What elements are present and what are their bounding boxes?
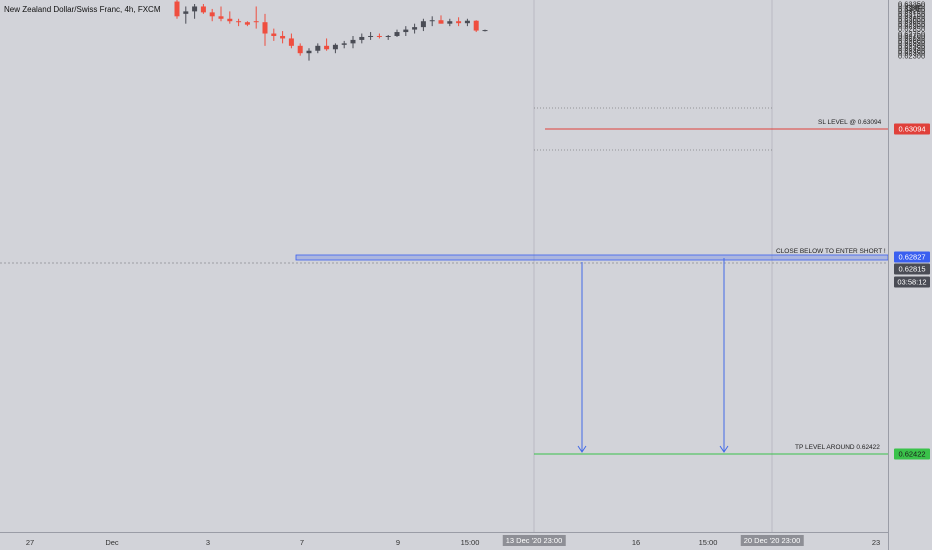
candle-body xyxy=(332,44,338,50)
time-axis[interactable] xyxy=(0,532,888,550)
candle-body xyxy=(438,20,444,24)
candle-body xyxy=(200,6,206,13)
candle-body xyxy=(192,6,198,12)
time-label-16: 16 xyxy=(631,538,641,547)
candle-body xyxy=(385,35,391,37)
time-label-9: 9 xyxy=(395,538,401,547)
candle-body xyxy=(473,20,479,31)
time-label-27: 27 xyxy=(25,538,35,547)
price-axis-label: 0.62550 xyxy=(898,38,926,48)
last-price-tag: 0.62815 xyxy=(894,263,930,275)
entry-zone-band xyxy=(295,254,888,261)
sl-price-tag: 0.63094 xyxy=(894,123,930,135)
entry-annotation: CLOSE BELOW TO ENTER SHORT ! xyxy=(776,248,886,255)
target-arrow-head xyxy=(719,445,729,453)
candle-body xyxy=(209,12,215,17)
currency-label: CHF xyxy=(906,4,923,13)
price-axis-label: 0.63100 xyxy=(898,11,926,21)
candle-body xyxy=(227,18,233,22)
symbol-title: New Zealand Dollar/Swiss Franc, 4h, FXCM xyxy=(4,5,161,14)
price-axis-label: 0.63300 xyxy=(898,1,926,11)
time-highlight-end-time: 23:00 xyxy=(781,536,801,545)
tp-price-tag: 0.62422 xyxy=(894,448,930,460)
time-highlight-start: 13 Dec '20 23:00 xyxy=(502,535,566,546)
price-axis-label: 0.62500 xyxy=(898,41,926,51)
time-highlight-start-time: 23:00 xyxy=(543,536,563,545)
candle-body xyxy=(359,36,365,40)
candle-body xyxy=(324,45,330,50)
price-axis-label: 0.62300 xyxy=(898,51,926,61)
price-axis-label: 0.62450 xyxy=(898,43,926,53)
time-highlight-end-date: 20 Dec '20 xyxy=(743,536,780,545)
candle-body xyxy=(456,21,462,24)
candle-body xyxy=(368,35,374,37)
sl-level-annotation: SL LEVEL @ 0.63094 xyxy=(818,119,882,126)
candle-body xyxy=(271,33,277,36)
price-axis-label: 0.62750 xyxy=(898,29,926,39)
candle-body xyxy=(376,35,382,37)
tp-level-annotation: TP LEVEL AROUND 0.62422 xyxy=(795,444,880,451)
candle-body xyxy=(174,1,180,17)
candle-body xyxy=(394,32,400,36)
candle-body xyxy=(183,11,189,14)
price-axis-label: 0.62950 xyxy=(898,19,926,29)
time-label-3: 3 xyxy=(205,538,211,547)
candle-body xyxy=(236,21,242,23)
candle-body xyxy=(288,38,294,46)
price-axis-label: 0.63200 xyxy=(898,6,926,16)
candle-body xyxy=(447,21,453,24)
time-highlight-start-date: 13 Dec '20 xyxy=(505,536,542,545)
time-label-dec: Dec xyxy=(105,538,119,547)
price-axis-label: 0.63350 xyxy=(898,0,926,9)
price-axis-label: 0.62400 xyxy=(898,46,926,56)
candle-body xyxy=(244,22,250,25)
time-highlight-end: 20 Dec '20 23:00 xyxy=(740,535,804,546)
time-label-1500a: 15:00 xyxy=(460,538,480,547)
candle-body xyxy=(280,35,286,39)
time-label-7: 7 xyxy=(299,538,305,547)
price-axis-label: 0.63050 xyxy=(898,14,926,24)
price-axis-label: 0.63150 xyxy=(898,9,926,19)
candle-body xyxy=(403,29,409,33)
candle-body xyxy=(315,45,321,51)
entry-price-tag: 0.62827 xyxy=(894,251,930,263)
candle-body xyxy=(412,27,418,30)
candle-body xyxy=(218,16,224,19)
target-arrow-head xyxy=(577,445,587,453)
price-axis-label: 0.63000 xyxy=(898,16,926,26)
price-axis-label: 0.62650 xyxy=(898,33,926,43)
candle-body xyxy=(350,39,356,44)
price-axis-label: 0.62600 xyxy=(898,36,926,46)
price-axis-label: 0.63250 xyxy=(898,4,926,14)
candle-body xyxy=(429,20,435,22)
candle-body xyxy=(464,20,470,24)
countdown-tag: 03:58:12 xyxy=(894,276,930,288)
candle-body xyxy=(420,21,426,28)
candle-body xyxy=(297,45,303,54)
time-label-23: 23 xyxy=(871,538,881,547)
price-axis[interactable] xyxy=(888,0,932,550)
price-axis-label: 0.62350 xyxy=(898,48,926,58)
candle-body xyxy=(482,30,488,32)
candle-body xyxy=(341,43,347,45)
price-axis-label: 0.62850 xyxy=(898,24,926,34)
candle-body xyxy=(253,21,259,23)
price-axis-label: 0.62700 xyxy=(898,31,926,41)
candle-body xyxy=(262,22,268,34)
price-axis-label: 0.62900 xyxy=(898,21,926,31)
price-chart[interactable] xyxy=(0,0,888,532)
time-label-1500b: 15:00 xyxy=(698,538,718,547)
candle-body xyxy=(306,50,312,54)
